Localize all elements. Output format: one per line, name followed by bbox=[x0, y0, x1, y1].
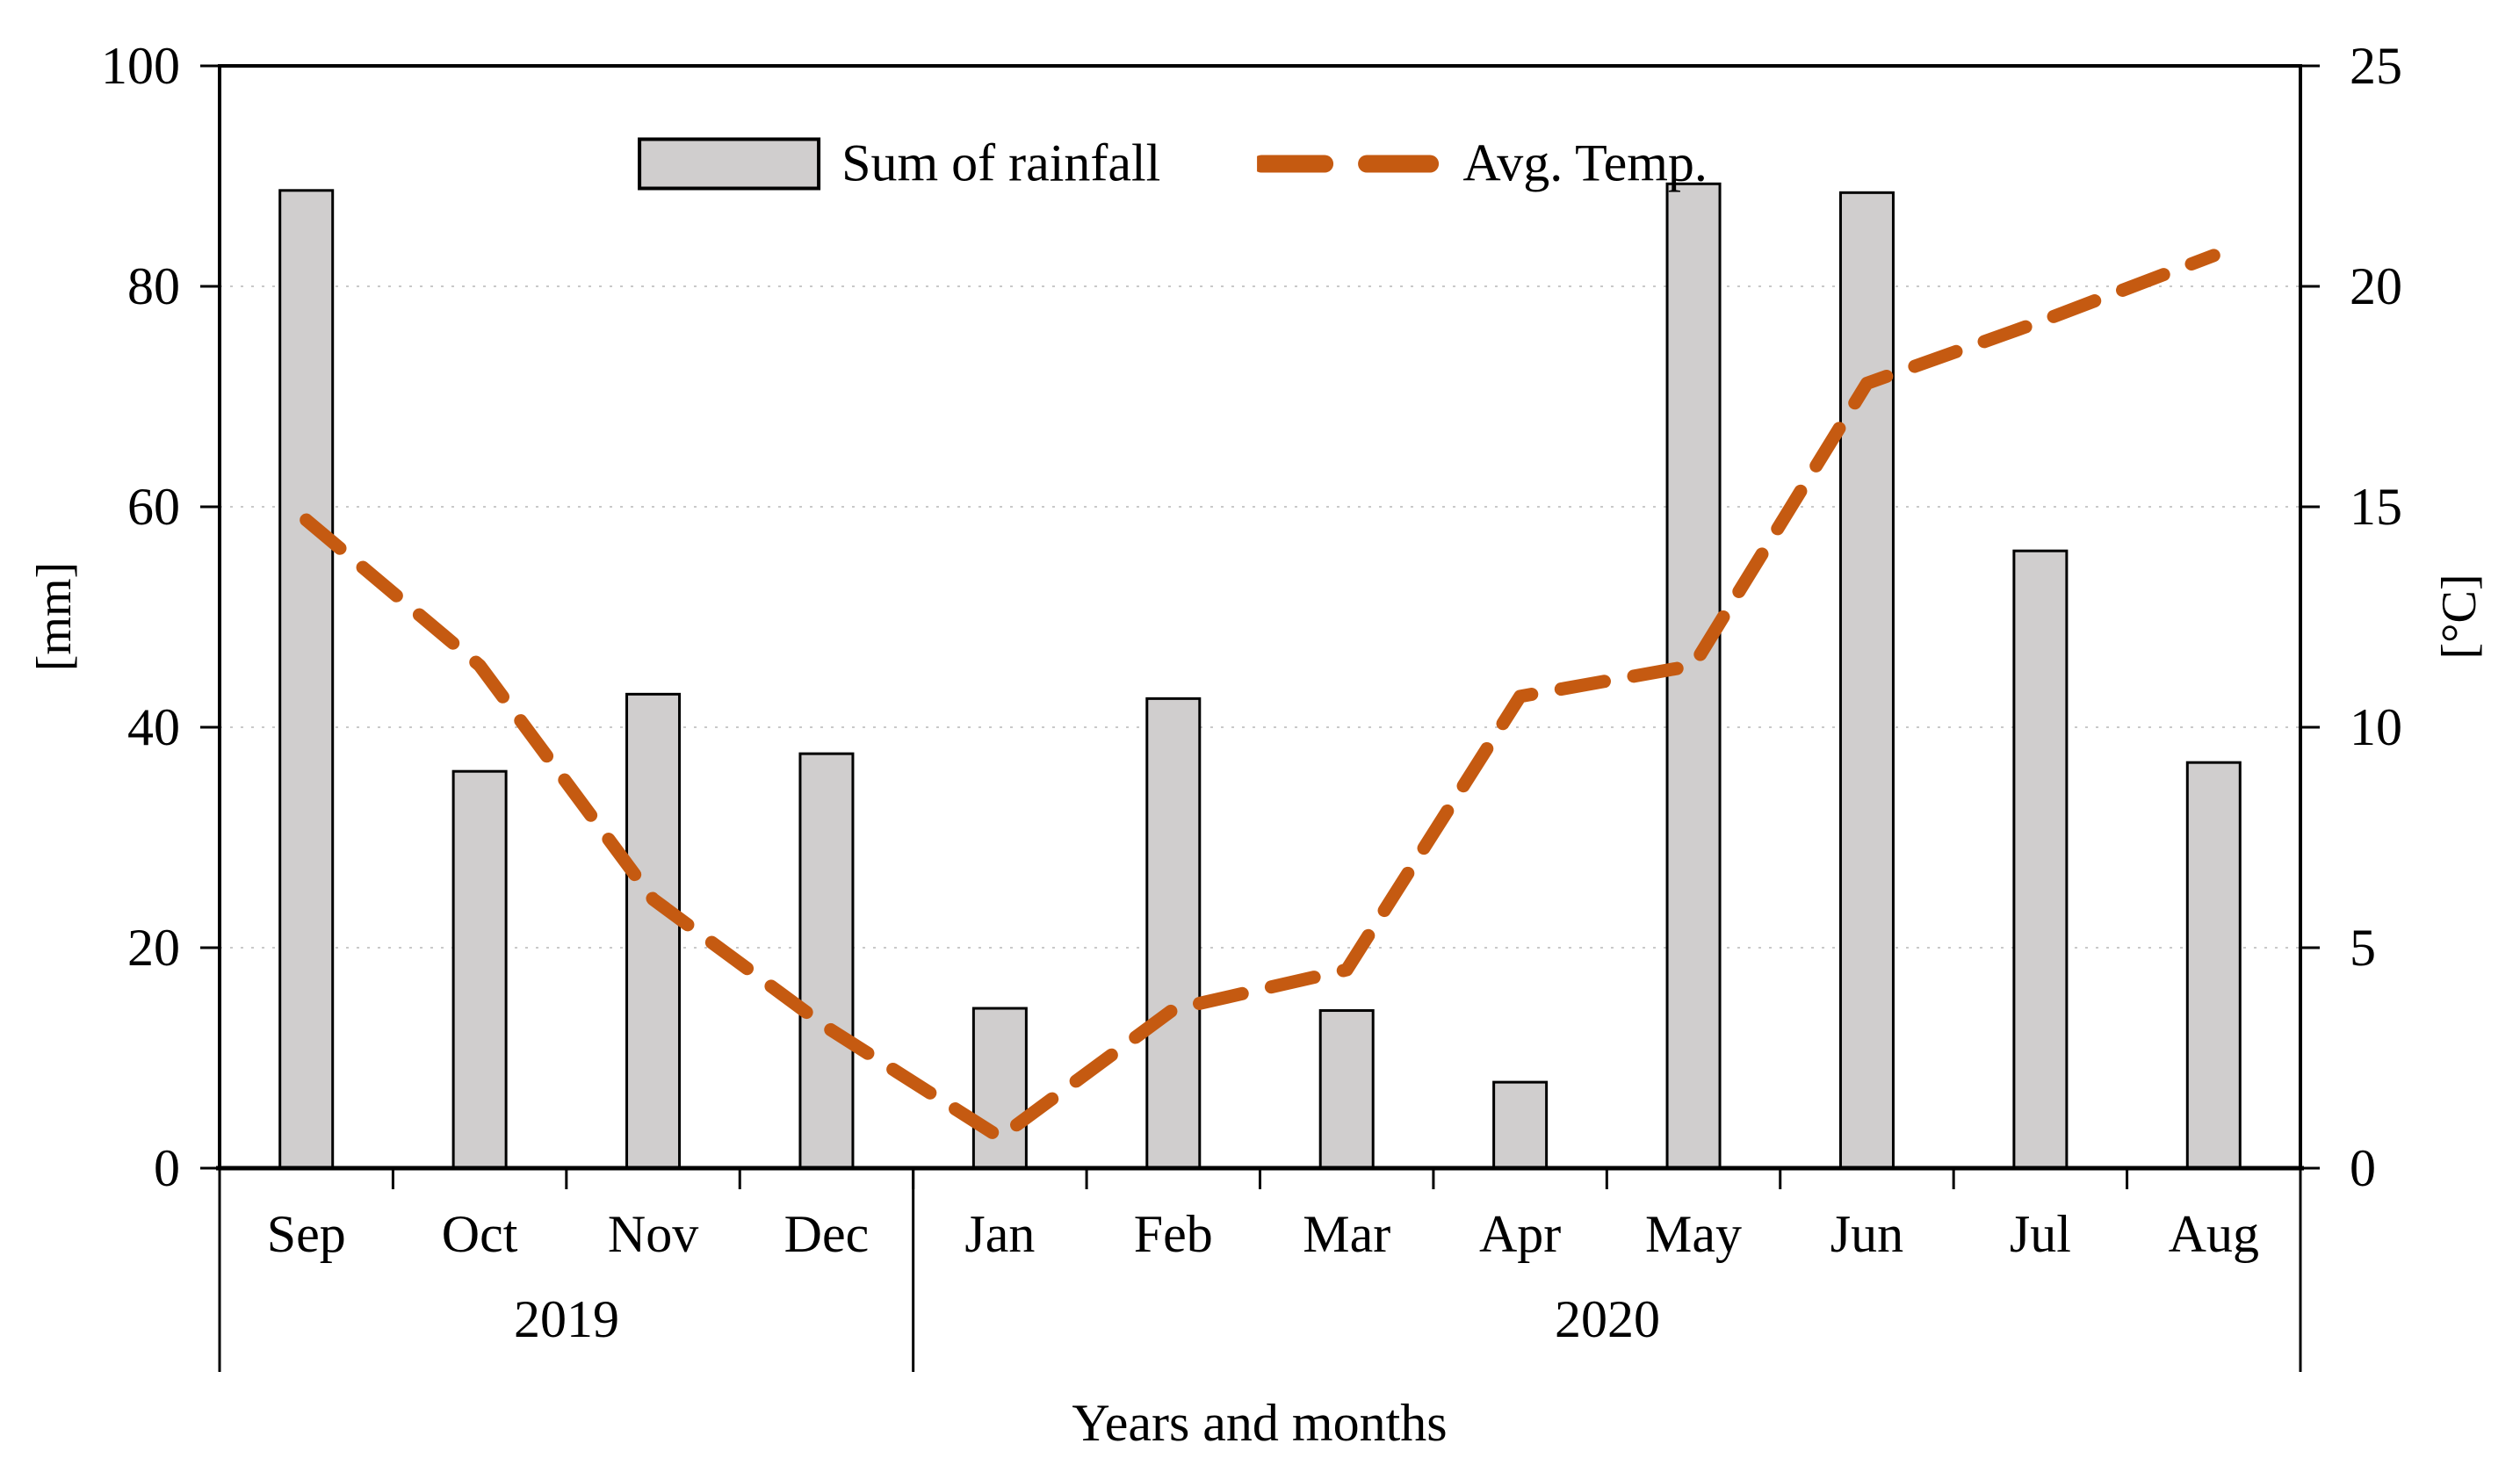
left-axis-tick-0: 0 bbox=[154, 1139, 180, 1197]
month-label-sep: Sep bbox=[266, 1205, 346, 1263]
month-label-jul: Jul bbox=[2009, 1205, 2071, 1263]
bar-jul bbox=[2012, 549, 2069, 1170]
legend-rainfall-swatch bbox=[638, 137, 821, 190]
x-axis-title: Years and months bbox=[1072, 1394, 1448, 1452]
right-axis-tick-20: 20 bbox=[2350, 257, 2402, 315]
month-label-jan: Jan bbox=[964, 1205, 1036, 1263]
right-axis-tick-5: 5 bbox=[2350, 919, 2376, 977]
bar-apr bbox=[1492, 1080, 1549, 1170]
bar-aug bbox=[2185, 761, 2242, 1170]
legend-rainfall-label: Sum of rainfall bbox=[841, 134, 1161, 192]
plot-frame bbox=[218, 64, 2302, 1170]
left-axis-tick-20: 20 bbox=[127, 919, 180, 977]
left-axis-tick-80: 80 bbox=[127, 257, 180, 315]
bar-oct bbox=[451, 769, 508, 1170]
bar-dec bbox=[798, 752, 855, 1170]
month-label-mar: Mar bbox=[1303, 1205, 1391, 1263]
temp-line bbox=[300, 249, 2220, 1144]
month-label-feb: Feb bbox=[1133, 1205, 1213, 1263]
right-axis-tick-0: 0 bbox=[2350, 1139, 2376, 1197]
bar-feb bbox=[1145, 697, 1202, 1170]
month-label-aug: Aug bbox=[2168, 1205, 2259, 1263]
bar-may bbox=[1665, 182, 1722, 1170]
right-axis-title: [°C] bbox=[2432, 574, 2487, 660]
left-axis-tick-60: 60 bbox=[127, 478, 180, 536]
bar-sep bbox=[278, 189, 335, 1170]
legend: Sum of rainfall Avg. Temp. bbox=[638, 134, 1708, 194]
left-axis-title: [mm] bbox=[27, 561, 82, 672]
bar-jun bbox=[1838, 191, 1895, 1170]
legend-temp-label: Avg. Temp. bbox=[1462, 134, 1708, 192]
right-axis-tick-25: 25 bbox=[2350, 37, 2402, 95]
left-axis-tick-40: 40 bbox=[127, 698, 180, 756]
legend-temp-dash-icon bbox=[1257, 155, 1442, 172]
month-label-may: May bbox=[1645, 1205, 1743, 1263]
month-label-jun: Jun bbox=[1830, 1205, 1904, 1263]
month-label-dec: Dec bbox=[783, 1205, 870, 1263]
month-label-nov: Nov bbox=[607, 1205, 699, 1263]
bar-nov bbox=[625, 692, 682, 1170]
right-axis-tick-15: 15 bbox=[2350, 478, 2402, 536]
right-axis-tick-10: 10 bbox=[2350, 698, 2402, 756]
left-axis-tick-100: 100 bbox=[101, 37, 180, 95]
year-label-2019: 2019 bbox=[514, 1290, 619, 1348]
bar-mar bbox=[1318, 1009, 1375, 1170]
year-label-2020: 2020 bbox=[1555, 1290, 1660, 1348]
month-label-oct: Oct bbox=[441, 1205, 518, 1263]
bar-jan bbox=[971, 1007, 1028, 1170]
month-label-apr: Apr bbox=[1478, 1205, 1562, 1263]
